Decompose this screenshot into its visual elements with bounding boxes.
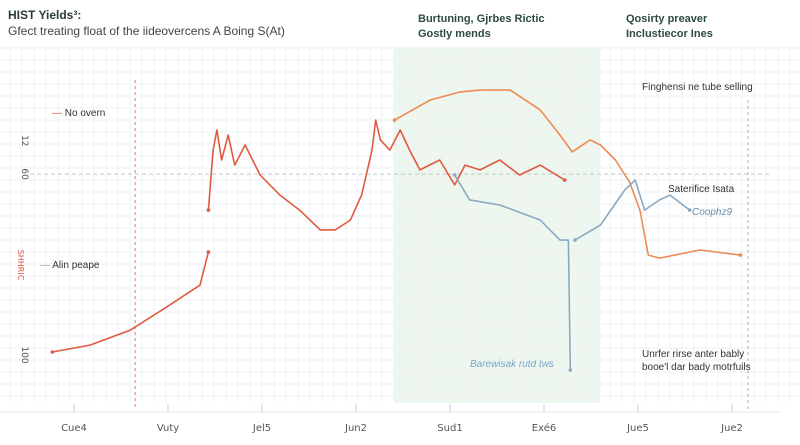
- x-tick-label: Jue5: [626, 423, 649, 434]
- series-point: [687, 208, 692, 212]
- series-point: [392, 118, 397, 122]
- series-point: [573, 238, 577, 242]
- series-point: [738, 253, 743, 257]
- x-tick-label: Jun2: [344, 423, 367, 434]
- series-point: [206, 208, 211, 212]
- annotation-1: Finghensi ne tube selling: [642, 82, 753, 93]
- series-line: [574, 179, 691, 241]
- series-point: [452, 173, 457, 177]
- chart-subtitle: Gfect treating float of the iideovercens…: [8, 24, 285, 38]
- legend-item-no-overn: — No overn: [52, 108, 106, 119]
- header-1-line1: Burtuning, Gjrbes Rictic: [418, 13, 545, 25]
- legend-item-alin-peape: — Alin peape: [40, 260, 100, 271]
- y-axis-label: SHHRIC: [16, 250, 25, 281]
- series-line: [52, 251, 210, 353]
- annotation-6: booe'l dar bady motrfuils: [642, 362, 751, 373]
- x-tick-label: Cue4: [61, 423, 87, 434]
- chart-title: HIST Yields³:: [8, 8, 82, 22]
- annotation-2: Saterifice Isata: [668, 184, 735, 195]
- series-line: [207, 119, 566, 231]
- x-tick-label: Sud1: [437, 423, 462, 434]
- series-line: [454, 174, 572, 371]
- x-tick-label: Jel5: [252, 423, 271, 434]
- annotation-5: Unrfer rirse anter bably: [642, 349, 745, 360]
- series-point: [568, 368, 573, 372]
- y-tick-label: 12: [19, 135, 29, 146]
- x-tick-label: Jue2: [720, 423, 743, 434]
- series-line: [394, 89, 741, 259]
- y-tick-label: 60: [19, 168, 29, 180]
- x-tick-label: Vuty: [157, 423, 179, 434]
- series-point: [562, 178, 567, 182]
- series-point: [206, 250, 211, 254]
- series-point: [50, 350, 55, 354]
- x-tick-label: Exé6: [532, 422, 556, 434]
- legend-label: Alin peape: [52, 260, 100, 271]
- header-2-line1: Qosirty preaver: [626, 13, 708, 25]
- header-1-line2: Gostly mends: [418, 28, 491, 40]
- annotation-3: Coophz9: [692, 207, 733, 218]
- legend-label: No overn: [64, 108, 106, 119]
- y-tick-label: 100: [19, 346, 29, 363]
- header-2-line2: Inclustiecor Ines: [626, 28, 713, 40]
- annotation-4: Barewisak rutd tws: [470, 359, 554, 370]
- shaded-region: [393, 48, 601, 403]
